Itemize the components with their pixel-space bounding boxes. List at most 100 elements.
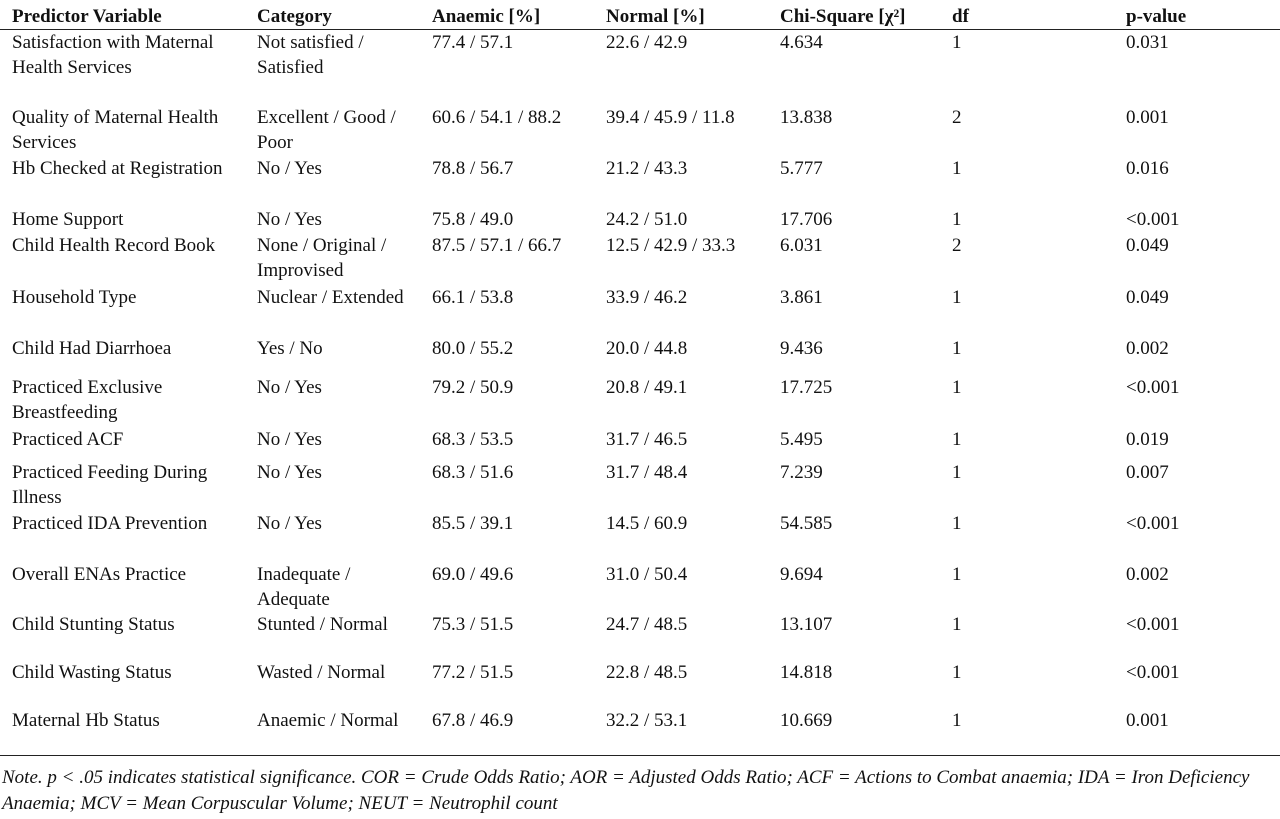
predictor-cell: Household Type: [12, 286, 137, 308]
predictor-variable-header: Predictor Variable: [12, 6, 162, 27]
table-row: Home Support No / Yes 75.8 / 49.0 24.2 / 51…: [0, 207, 1280, 233]
anaemic-cell: 85.5 / 39.1: [432, 512, 514, 534]
table-row: Practiced Feeding During Illness No / Yes…: [0, 460, 1280, 511]
table-row: Practiced ACF No / Yes 68.3 / 53.5 31.7 / 4…: [0, 427, 1280, 460]
category-cell: Excellent / Good / Poor: [257, 106, 396, 153]
normal-cell: 20.0 / 44.8: [606, 337, 688, 359]
p-value-cell: 0.019: [1126, 428, 1169, 450]
category-header: Category: [257, 6, 332, 27]
p-value-cell: <0.001: [1126, 661, 1180, 683]
chi-square-cell: 6.031: [780, 234, 823, 256]
predictor-cell: Hb Checked at Registration: [12, 157, 223, 179]
df-cell: 1: [952, 428, 962, 450]
table-row: Practiced Exclusive Breastfeeding No / Ye…: [0, 375, 1280, 427]
p-value-cell: 0.002: [1126, 563, 1169, 585]
anaemic-cell: 66.1 / 53.8: [432, 286, 514, 308]
predictor-cell: Child Health Record Book: [12, 234, 216, 256]
anaemic-cell: 68.3 / 51.6: [432, 461, 514, 483]
table-row: Household Type Nuclear / Extended 66.1 / 5…: [0, 285, 1280, 336]
p-value-cell: 0.031: [1126, 32, 1169, 53]
normal-cell: 21.2 / 43.3: [606, 157, 688, 179]
anaemic-cell: 67.8 / 46.9: [432, 709, 514, 731]
chi-square-cell: 3.861: [780, 286, 823, 308]
anaemic-cell: 87.5 / 57.1 / 66.7: [432, 234, 562, 256]
table-header: Predictor Variable Category Anaemic [%] Nor…: [0, 4, 1280, 30]
category-cell: Nuclear / Extended: [257, 286, 404, 308]
category-cell: No / Yes: [257, 208, 322, 230]
table-row: Quality of Maternal Health Services Excel…: [0, 105, 1280, 156]
df-cell: 1: [952, 613, 962, 635]
table-row: Satisfaction with Maternal Health Servic…: [0, 30, 1280, 105]
normal-cell: 31.7 / 46.5: [606, 428, 688, 450]
category-cell: None / Original / Improvised: [257, 234, 387, 281]
anaemic-cell: 69.0 / 49.6: [432, 563, 514, 585]
chi-square-cell: 5.777: [780, 157, 823, 179]
table-row: Child Health Record Book None / Original …: [0, 233, 1280, 285]
predictor-cell: Overall ENAs Practice: [12, 563, 187, 585]
df-cell: 1: [952, 208, 962, 230]
chi-square-cell: 9.436: [780, 337, 823, 359]
normal-cell: 31.0 / 50.4: [606, 563, 688, 585]
table-row: Maternal Hb Status Anaemic / Normal 67.8 /…: [0, 708, 1280, 756]
predictor-cell: Practiced IDA Prevention: [12, 512, 208, 534]
table-note: Note. p < .05 indicates statistical sign…: [2, 767, 1250, 814]
p-value-cell: 0.002: [1126, 337, 1169, 359]
normal-cell: 31.7 / 48.4: [606, 461, 688, 483]
header-row: Predictor Variable Category Anaemic [%] Nor…: [0, 4, 1280, 30]
df-header: df: [952, 6, 969, 27]
results-table: Predictor Variable Category Anaemic [%] Nor…: [0, 4, 1280, 756]
predictor-cell: Child Wasting Status: [12, 661, 172, 683]
table-row: Overall ENAs Practice Inadequate / Adequa…: [0, 562, 1280, 612]
table-row: Child Wasting Status Wasted / Normal 77.2 …: [0, 660, 1280, 708]
chi-square-cell: 13.107: [780, 613, 833, 635]
df-cell: 1: [952, 286, 962, 308]
anaemic-cell: 75.8 / 49.0: [432, 208, 514, 230]
anaemic-cell: 80.0 / 55.2: [432, 337, 514, 359]
chi-square-cell: 14.818: [780, 661, 833, 683]
category-cell: Not satisfied / Satisfied: [257, 32, 364, 78]
anaemic-cell: 79.2 / 50.9: [432, 376, 514, 398]
normal-header: Normal [%]: [606, 6, 705, 27]
table-row: Child Stunting Status Stunted / Normal 75.…: [0, 612, 1280, 660]
p-value-cell: <0.001: [1126, 208, 1180, 230]
category-cell: Inadequate / Adequate: [257, 563, 351, 610]
p-value-cell: 0.001: [1126, 106, 1169, 128]
df-cell: 1: [952, 661, 962, 683]
p-value-cell: <0.001: [1126, 512, 1180, 534]
p-value-cell: 0.016: [1126, 157, 1169, 179]
normal-cell: 32.2 / 53.1: [606, 709, 688, 731]
normal-cell: 12.5 / 42.9 / 33.3: [606, 234, 736, 256]
df-cell: 1: [952, 376, 962, 398]
df-cell: 2: [952, 106, 962, 128]
p-value-cell: 0.049: [1126, 286, 1169, 308]
predictor-cell: Practiced ACF: [12, 428, 124, 450]
p-value-cell: <0.001: [1126, 376, 1180, 398]
chi-square-cell: 9.694: [780, 563, 823, 585]
category-cell: No / Yes: [257, 461, 322, 483]
category-cell: Stunted / Normal: [257, 613, 388, 635]
p-value-cell: 0.001: [1126, 709, 1169, 731]
predictor-cell: Home Support: [12, 208, 124, 230]
category-cell: Wasted / Normal: [257, 661, 386, 683]
anaemic-cell: 78.8 / 56.7: [432, 157, 514, 179]
chi-square-cell: 4.634: [780, 32, 823, 53]
df-cell: 1: [952, 32, 962, 53]
chi-square-cell: 17.725: [780, 376, 833, 398]
chi-square-cell: 54.585: [780, 512, 833, 534]
normal-cell: 33.9 / 46.2: [606, 286, 688, 308]
anaemic-cell: 77.2 / 51.5: [432, 661, 514, 683]
normal-cell: 22.6 / 42.9: [606, 32, 688, 53]
predictor-cell: Practiced Exclusive Breastfeeding: [12, 376, 163, 423]
anaemic-cell: 68.3 / 53.5: [432, 428, 514, 450]
chi-square-header: Chi-Square [χ²]: [780, 6, 906, 27]
p-value-cell: 0.049: [1126, 234, 1169, 256]
anaemic-cell: 60.6 / 54.1 / 88.2: [432, 106, 562, 128]
table-row: Child Had Diarrhoea Yes / No 80.0 / 55.2 20…: [0, 336, 1280, 375]
category-cell: No / Yes: [257, 428, 322, 450]
predictor-cell: Quality of Maternal Health Services: [12, 106, 219, 153]
anaemic-header: Anaemic [%]: [432, 6, 541, 27]
df-cell: 2: [952, 234, 962, 256]
df-cell: 1: [952, 157, 962, 179]
p-value-header: p-value: [1126, 6, 1187, 27]
